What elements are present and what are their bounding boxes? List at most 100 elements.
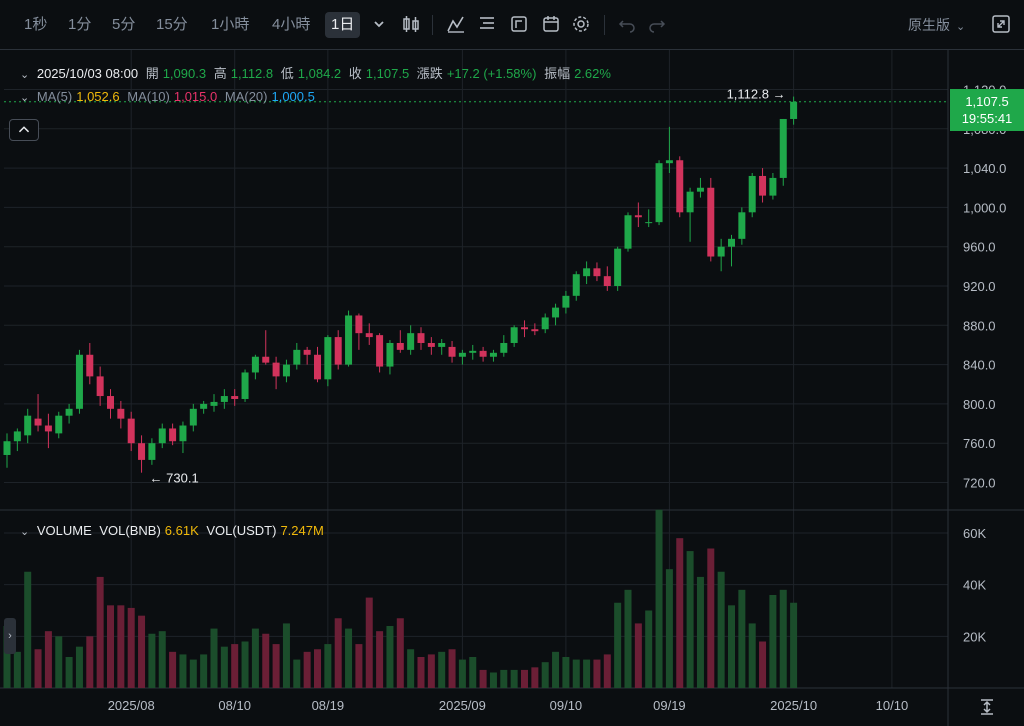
volume-tick-label: 60K xyxy=(963,526,986,541)
candle-body xyxy=(262,356,270,363)
chart-mode-select[interactable]: 原生版 ⌄ xyxy=(908,12,965,38)
candle-body xyxy=(334,337,342,365)
volume-tick-label: 40K xyxy=(963,578,986,593)
auto-scale-icon[interactable] xyxy=(976,696,998,718)
vol-usdt-label: VOL(USDT) xyxy=(206,523,277,538)
volume-bar xyxy=(738,589,746,688)
redo-icon[interactable] xyxy=(646,13,668,35)
legend-collapse-icon[interactable]: ⌄ xyxy=(20,92,30,104)
candle-body xyxy=(438,342,446,347)
settings-gear-icon[interactable] xyxy=(570,13,592,35)
undo-icon[interactable] xyxy=(616,13,638,35)
fullscreen-icon[interactable] xyxy=(990,13,1012,35)
volume-bar xyxy=(665,569,673,688)
volume-bar xyxy=(127,607,135,688)
candle-body xyxy=(531,329,539,332)
volume-bar xyxy=(231,644,239,688)
side-panel-toggle[interactable]: › xyxy=(4,618,16,654)
candle-body xyxy=(769,177,777,196)
candle-body xyxy=(738,212,746,239)
volume-bar xyxy=(34,649,42,688)
candle-countdown: 19:55:41 xyxy=(961,111,1013,126)
volume-bar xyxy=(769,595,777,688)
volume-bar xyxy=(572,659,580,688)
volume-legend: ⌄ VOLUME VOL(BNB) 6.61K VOL(USDT) 7.247M xyxy=(20,523,328,538)
candle-body xyxy=(107,396,114,409)
candle-body xyxy=(231,396,239,399)
volume-bar xyxy=(448,649,456,688)
volume-bar xyxy=(396,618,404,688)
candlestick-chart[interactable]: 720.0 760.0 800.0 840.0 880.0 920.0 960.0 1,000… xyxy=(0,50,1024,726)
time-tick-label: 2025/09 xyxy=(439,698,486,713)
candle-body xyxy=(148,443,156,460)
volume-bar xyxy=(365,597,373,688)
low-label: 低 xyxy=(280,66,294,81)
high-label: 高 xyxy=(213,66,227,81)
candle-body xyxy=(251,356,259,373)
volume-bar xyxy=(355,644,363,688)
candle-body xyxy=(345,315,353,365)
candle-body xyxy=(55,415,63,434)
volume-bar xyxy=(65,657,73,688)
candle-body xyxy=(13,431,21,442)
candle-type-icon[interactable] xyxy=(400,13,422,35)
candle-body xyxy=(686,191,694,213)
timeframe-4h[interactable]: 4小時 xyxy=(272,16,311,33)
volume-bar xyxy=(334,618,342,688)
indicators-icon[interactable] xyxy=(445,13,467,35)
volume-bar xyxy=(158,631,166,688)
vol-usdt-value: 7.247M xyxy=(280,523,324,538)
candle-body xyxy=(293,349,301,365)
volume-bar xyxy=(241,641,249,688)
candle-body xyxy=(521,327,528,330)
collapse-legend-button[interactable] xyxy=(9,119,39,141)
timeframe-15m[interactable]: 15分 xyxy=(156,16,188,33)
candle-body xyxy=(469,350,477,353)
timeframe-5m[interactable]: 5分 xyxy=(112,16,136,33)
volume-bar xyxy=(593,659,601,688)
timeframe-1d[interactable]: 1日 xyxy=(325,12,361,38)
volume-bar xyxy=(293,659,301,688)
timeframe-dropdown-icon[interactable] xyxy=(368,13,390,35)
candle-body xyxy=(572,274,580,296)
ohlc-date: 2025/10/03 08:00 xyxy=(36,66,139,81)
price-tick-label: 1,040.0 xyxy=(963,161,1006,176)
volume-bar xyxy=(86,636,94,688)
candle-body xyxy=(24,415,32,436)
volume-bar xyxy=(24,571,32,688)
legend-collapse-icon[interactable]: ⌄ xyxy=(20,526,30,538)
candle-body xyxy=(282,364,290,377)
candle-body xyxy=(303,349,311,355)
candle-body xyxy=(748,175,756,213)
volume-bar xyxy=(614,602,622,688)
calendar-icon[interactable] xyxy=(540,13,562,35)
timeframe-1h[interactable]: 1小時 xyxy=(211,16,250,33)
ma20-label: MA(20) xyxy=(224,89,268,104)
candle-body xyxy=(44,425,52,432)
candle-body xyxy=(407,333,415,350)
price-alert-icon[interactable] xyxy=(508,13,530,35)
ma10-value: 1,015.0 xyxy=(173,89,218,104)
volume-bar xyxy=(696,576,704,688)
candle-body xyxy=(458,352,466,357)
volume-bar xyxy=(417,657,425,688)
volume-bar xyxy=(189,659,197,688)
chart-area[interactable]: 720.0 760.0 800.0 840.0 880.0 920.0 960.0 1,000… xyxy=(0,50,1024,726)
volume-bar xyxy=(479,669,487,688)
volume-bar xyxy=(489,672,497,688)
candle-body xyxy=(614,248,622,286)
volume-tick-label: 20K xyxy=(963,629,986,644)
legend-collapse-icon[interactable]: ⌄ xyxy=(20,69,30,81)
time-tick-label: 2025/08 xyxy=(108,698,155,713)
drawing-list-icon[interactable] xyxy=(476,13,498,35)
time-tick-label: 2025/10 xyxy=(770,698,817,713)
volume-bar xyxy=(779,589,787,688)
price-tick-label: 920.0 xyxy=(963,279,996,294)
timeframe-1m[interactable]: 1分 xyxy=(68,16,92,33)
volume-bar xyxy=(728,605,735,688)
volume-bar xyxy=(148,633,156,688)
timeframe-1s[interactable]: 1秒 xyxy=(24,16,48,33)
candle-body xyxy=(696,187,704,192)
time-tick-label: 09/19 xyxy=(653,698,686,713)
volume-bar xyxy=(469,657,477,688)
